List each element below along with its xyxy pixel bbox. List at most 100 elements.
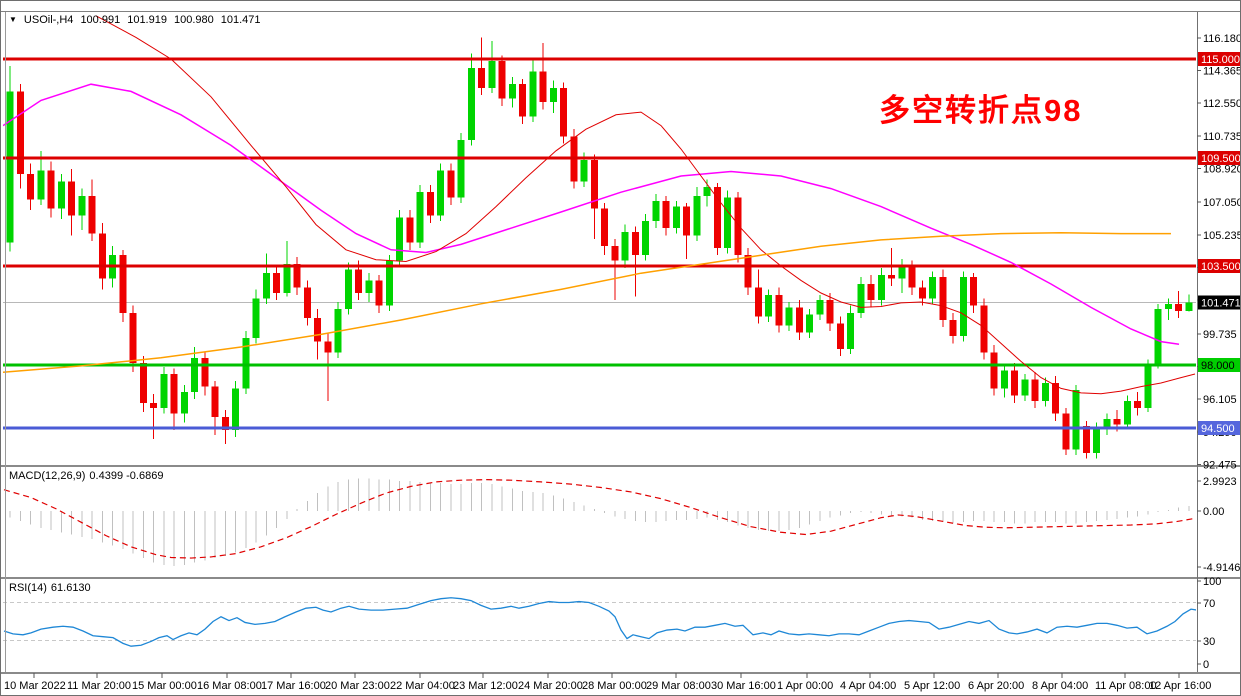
- candle: [37, 150, 45, 205]
- time-axis-label: 30 Mar 16:00: [711, 680, 776, 692]
- rsi-line: [3, 597, 1196, 647]
- candle: [201, 352, 209, 396]
- candle: [1041, 377, 1049, 407]
- candle: [211, 381, 219, 436]
- candle: [549, 80, 557, 113]
- candle: [47, 161, 55, 218]
- candle: [734, 192, 742, 263]
- rsi-panel: [3, 597, 1196, 647]
- symbol-dropdown-icon[interactable]: ▼: [9, 15, 17, 24]
- time-axis-label: 29 Mar 08:00: [646, 680, 711, 692]
- candle: [1164, 298, 1172, 320]
- candle: [693, 186, 701, 241]
- symbol-timeframe-label: USOil-,H4: [23, 14, 74, 26]
- time-axis-label: 16 Mar 08:00: [197, 680, 262, 692]
- macd-indicator-label: MACD(12,26,9) 0.4399 -0.6869: [9, 470, 167, 482]
- candle: [180, 384, 188, 423]
- candle: [293, 257, 301, 295]
- ma-red-line: [95, 15, 1196, 395]
- time-axis-label: 20 Mar 23:00: [325, 680, 390, 692]
- candle: [754, 269, 762, 324]
- candle: [970, 273, 977, 313]
- candle: [447, 163, 455, 205]
- price-axis-tick: 116.180: [1203, 33, 1241, 45]
- ma-orange-line: [3, 231, 1171, 373]
- candle: [662, 195, 670, 236]
- candle: [396, 210, 403, 266]
- candle: [857, 276, 865, 319]
- rsi-axis-tick: 0: [1203, 659, 1209, 671]
- price-tag-text: 98.000: [1201, 360, 1235, 372]
- price-tag: [1198, 259, 1240, 273]
- candle: [68, 168, 75, 236]
- price-axis-tick: 114.365: [1203, 65, 1241, 77]
- candle: [1082, 420, 1090, 459]
- price-axis-tick: 107.050: [1203, 197, 1241, 209]
- candle: [939, 269, 947, 328]
- panel-separator[interactable]: [1, 465, 1241, 467]
- candle: [498, 55, 506, 106]
- candle: [929, 271, 936, 304]
- candle: [508, 77, 516, 108]
- ohlc-high-value: 101.919: [127, 14, 167, 26]
- candle: [1000, 365, 1008, 398]
- ohlc-close-value: 101.471: [220, 14, 261, 26]
- ohlc-low-value: 100.980: [173, 14, 214, 26]
- time-axis-label: 10 Mar 2022: [4, 680, 66, 692]
- time-axis-label: 28 Mar 00:00: [582, 680, 647, 692]
- annotation-text: 多空转折点98: [879, 93, 1083, 128]
- time-axis-label: 23 Mar 12:00: [453, 680, 518, 692]
- price-axis-tick: 96.105: [1203, 394, 1237, 406]
- candle: [488, 41, 496, 94]
- macd-axis-tick: -4.9146: [1203, 562, 1240, 574]
- time-axis-label: 11 Apr 08:00: [1095, 680, 1157, 692]
- ma-magenta-line: [3, 83, 1180, 346]
- candle: [1154, 303, 1162, 369]
- candle: [57, 174, 65, 220]
- candle: [1175, 291, 1182, 319]
- candle: [406, 210, 414, 250]
- candle: [88, 179, 96, 241]
- time-axis-label: 5 Apr 12:00: [904, 680, 960, 692]
- candle: [775, 287, 783, 333]
- candle: [273, 266, 280, 301]
- price-tag-text: 103.500: [1201, 261, 1241, 273]
- candle: [98, 222, 106, 290]
- candle: [150, 393, 157, 439]
- candle: [1031, 372, 1039, 409]
- candle: [816, 294, 824, 320]
- panel-separator[interactable]: [1, 577, 1241, 579]
- candle: [437, 163, 444, 221]
- panel-separator[interactable]: [1, 672, 1241, 674]
- candle: [949, 312, 957, 344]
- candle: [1134, 392, 1141, 416]
- rsi-current-value: 61.6130: [50, 582, 91, 594]
- candle: [611, 239, 619, 301]
- chart-ohlc-header: ▼ USOil-,H4 100.991 101.919 100.980 101.…: [9, 14, 261, 26]
- rsi-axis-tick: 100: [1203, 576, 1221, 588]
- candle: [1011, 363, 1018, 403]
- candle: [601, 203, 608, 256]
- candle: [990, 345, 998, 396]
- rsi-indicator-label: RSI(14) 61.6130: [9, 582, 95, 594]
- candle: [119, 249, 127, 322]
- candle: [713, 183, 721, 256]
- rsi-label-name: RSI(14): [9, 582, 47, 594]
- candle: [385, 255, 393, 311]
- candle: [631, 226, 639, 297]
- candle: [170, 368, 178, 430]
- candle: [375, 275, 383, 313]
- price-tag: [1198, 295, 1240, 310]
- candle: [324, 332, 332, 401]
- candle: [129, 305, 137, 373]
- macd-panel: [3, 478, 1194, 566]
- price-tag-text: 109.500: [1201, 153, 1241, 165]
- candle: [1062, 408, 1070, 455]
- time-axis-label: 15 Mar 00:00: [132, 680, 197, 692]
- candle: [765, 289, 772, 322]
- candle: [1185, 294, 1193, 312]
- price-axis-tick: 99.735: [1203, 329, 1237, 341]
- candle: [365, 273, 373, 302]
